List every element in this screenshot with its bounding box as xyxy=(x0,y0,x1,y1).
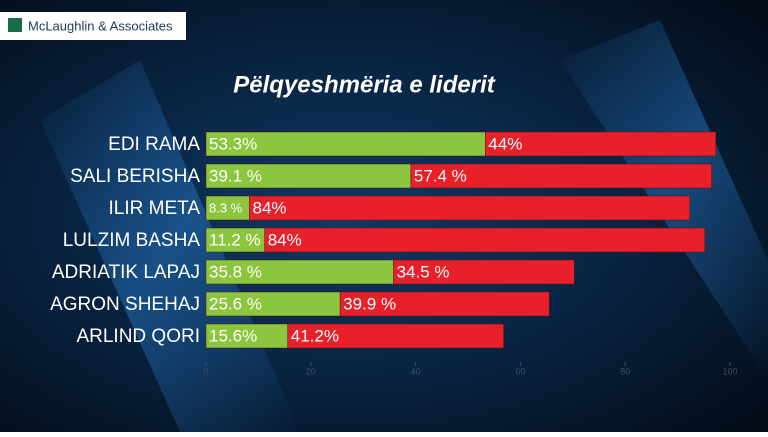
x-tick-label: 100 xyxy=(722,366,737,376)
y-tick-label: ILIR META xyxy=(109,198,201,219)
value-label: 84% xyxy=(268,230,302,249)
x-tick-label: 0 xyxy=(203,366,208,376)
y-tick-label: LULZIM BASHA xyxy=(63,230,201,251)
bar-segment xyxy=(339,291,550,317)
logo-icon xyxy=(8,18,22,32)
bar-segment xyxy=(205,227,265,253)
value-label: 41.2% xyxy=(291,326,339,345)
bar-segment xyxy=(287,323,504,349)
value-label: 11.2 % xyxy=(209,230,261,249)
x-tick-label: 20 xyxy=(306,366,316,376)
bar-segment xyxy=(205,163,412,189)
value-label: 84% xyxy=(252,198,286,217)
y-tick-label: ADRIATIK LAPAJ xyxy=(52,262,200,283)
bar-segment xyxy=(264,227,706,253)
x-tick-label: 40 xyxy=(411,366,421,376)
bar-segment xyxy=(393,259,575,285)
x-tick-label: 80 xyxy=(620,366,630,376)
value-label: 8.3 % xyxy=(209,200,243,215)
value-label: 35.8 % xyxy=(209,262,262,281)
value-label: 34.5 % xyxy=(397,262,450,281)
bar-segment xyxy=(205,323,288,349)
bar-segment xyxy=(205,259,394,285)
y-tick-label: AGRON SHEHAJ xyxy=(50,294,200,315)
y-tick-label: SALI BERISHA xyxy=(70,166,200,187)
y-tick-label: ARLIND QORI xyxy=(76,326,200,347)
bar-segment xyxy=(410,163,712,189)
value-label: 44% xyxy=(488,134,522,153)
logo-box xyxy=(0,12,186,40)
value-label: 39.1 % xyxy=(209,166,262,185)
y-tick-label: EDI RAMA xyxy=(108,134,200,155)
value-label: 15.6% xyxy=(209,326,257,345)
bar-segment xyxy=(249,195,690,221)
bar-segment xyxy=(205,291,341,317)
bar-segment xyxy=(485,131,717,157)
x-tick-label: 60 xyxy=(515,366,525,376)
value-label: 39.9 % xyxy=(343,294,396,313)
value-label: 53.3% xyxy=(209,134,257,153)
logo-text: McLaughlin & Associates xyxy=(28,18,173,33)
chart-title: Pëlqyeshmëria e liderit xyxy=(233,71,495,98)
value-label: 57.4 % xyxy=(414,166,467,185)
value-label: 25.6 % xyxy=(209,294,262,313)
